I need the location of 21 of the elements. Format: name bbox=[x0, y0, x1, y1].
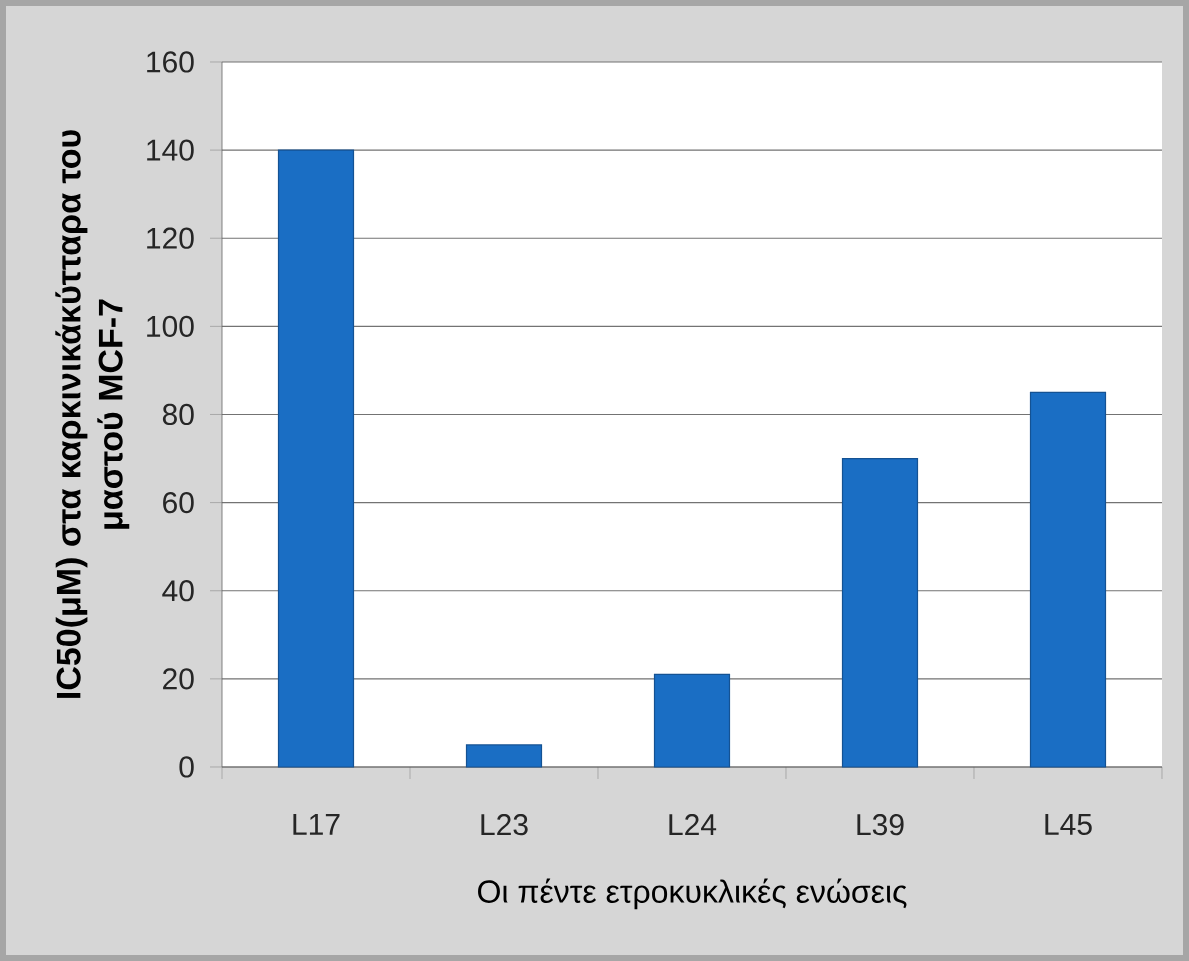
y-tick-label: 120 bbox=[147, 227, 194, 249]
x-tick-label: L45 bbox=[1045, 814, 1092, 835]
x-tick-label: L24 bbox=[669, 814, 717, 835]
y-tick-label: 100 bbox=[147, 315, 194, 337]
bar bbox=[841, 457, 919, 768]
bar bbox=[653, 673, 731, 768]
y-tick-label: 0 bbox=[179, 756, 194, 778]
x-tick-label: L17 bbox=[293, 814, 340, 835]
y-tick-label: 160 bbox=[147, 51, 194, 73]
x-tick-label: L23 bbox=[481, 814, 528, 836]
x-axis-title: Οι πέντε ετροκυκλικές ενώσεις bbox=[478, 878, 907, 910]
y-tick-label: 20 bbox=[163, 668, 194, 690]
bar bbox=[1029, 391, 1107, 768]
y-tick-label: 80 bbox=[162, 403, 194, 426]
bar bbox=[277, 149, 355, 768]
bar bbox=[465, 744, 543, 768]
y-tick-label: 140 bbox=[147, 139, 194, 161]
x-tick-label: L39 bbox=[857, 814, 904, 836]
y-tick-label: 40 bbox=[162, 580, 194, 602]
y-tick-label: 60 bbox=[163, 491, 194, 514]
y-axis-title: IC50(μM) στα καρκινικάκύτταρα του μαστού MCF-7 bbox=[55, 130, 130, 698]
